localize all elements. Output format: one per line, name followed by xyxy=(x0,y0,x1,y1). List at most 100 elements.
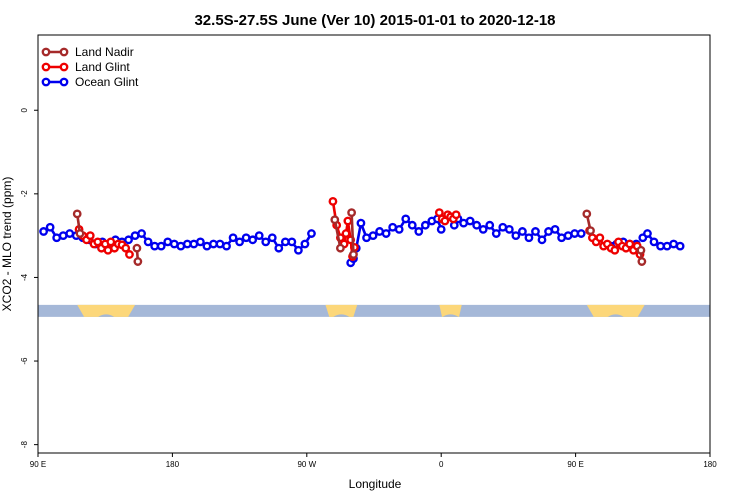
data-point xyxy=(414,227,424,236)
data-point xyxy=(328,196,338,206)
ocean-inlet xyxy=(333,314,350,317)
data-point xyxy=(625,239,635,249)
y-tick-label: -6 xyxy=(20,357,29,365)
data-point xyxy=(222,241,231,251)
x-tick-label: 90 E xyxy=(567,460,583,469)
legend-label: Land Nadir xyxy=(75,45,134,59)
data-point xyxy=(267,233,277,243)
y-tick-label: -2 xyxy=(20,190,29,198)
x-tick-label: 180 xyxy=(166,460,180,469)
data-point xyxy=(550,224,560,234)
ocean-inlet xyxy=(607,314,624,317)
x-tick-label: 0 xyxy=(439,460,444,469)
y-tick-label: -4 xyxy=(20,273,29,281)
data-point xyxy=(235,237,245,247)
data-point xyxy=(121,243,131,253)
data-point xyxy=(341,229,351,238)
x-axis: 90 E 180 90 W 0 90 E 180 xyxy=(30,453,717,469)
data-point xyxy=(93,237,103,247)
land-segment xyxy=(439,304,462,317)
data-point xyxy=(537,235,547,245)
data-point xyxy=(595,233,605,243)
data-point xyxy=(106,237,116,247)
data-point xyxy=(261,237,271,247)
data-point xyxy=(518,227,527,236)
data-point xyxy=(248,235,258,245)
land-segment xyxy=(586,304,645,317)
data-point xyxy=(436,224,446,234)
data-point xyxy=(300,239,310,249)
series-layer xyxy=(39,196,685,268)
data-point xyxy=(72,209,82,219)
land-segment xyxy=(77,304,136,317)
data-point xyxy=(39,227,48,236)
data-point xyxy=(85,231,95,241)
y-axis-label: XCO2 - MLO trend (ppm) xyxy=(0,177,14,312)
data-point xyxy=(401,214,411,224)
data-point xyxy=(582,209,592,219)
data-point xyxy=(45,222,55,232)
data-point xyxy=(636,245,646,255)
land-ocean-strip xyxy=(38,304,710,317)
data-point xyxy=(124,235,133,245)
data-point xyxy=(675,241,685,251)
data-point xyxy=(504,224,514,234)
data-point xyxy=(472,220,482,230)
data-point xyxy=(347,208,356,218)
data-point xyxy=(133,257,143,266)
legend-marker xyxy=(41,77,51,87)
data-point xyxy=(643,229,652,238)
data-point xyxy=(407,220,417,230)
y-tick-label: 0 xyxy=(20,107,29,112)
legend-marker xyxy=(59,62,69,72)
plot-area-frame xyxy=(37,34,711,454)
data-point xyxy=(132,243,142,253)
data-point xyxy=(75,229,85,238)
data-point xyxy=(511,231,521,241)
x-tick-label: 90 E xyxy=(30,460,46,469)
data-point xyxy=(156,241,166,251)
chart-title: 32.5S-27.5S June (Ver 10) 2015-01-01 to … xyxy=(194,12,555,29)
data-point xyxy=(274,243,284,253)
data-point xyxy=(586,226,595,236)
data-point xyxy=(524,233,534,243)
data-point xyxy=(254,231,264,241)
data-point xyxy=(293,245,303,255)
legend-marker xyxy=(59,77,69,87)
data-point xyxy=(137,229,147,238)
data-point xyxy=(649,237,659,247)
data-point xyxy=(610,245,620,255)
data-point xyxy=(478,224,488,234)
data-point xyxy=(465,216,475,226)
data-point xyxy=(576,229,586,238)
data-point xyxy=(228,233,238,243)
data-point xyxy=(381,229,391,238)
data-point xyxy=(485,220,495,230)
data-point xyxy=(335,243,345,253)
x-tick-label: 180 xyxy=(703,460,717,469)
data-point xyxy=(491,229,501,238)
data-point xyxy=(637,257,647,266)
y-tick-label: -8 xyxy=(20,441,29,449)
x-tick-label: 90 W xyxy=(297,460,316,469)
series-line xyxy=(350,212,355,255)
x-axis-label: Longitude xyxy=(349,477,402,491)
data-point xyxy=(330,215,340,225)
data-point xyxy=(125,250,134,259)
data-point xyxy=(307,229,316,238)
ocean-inlet xyxy=(98,314,115,317)
data-point xyxy=(368,231,378,241)
legend-label: Land Glint xyxy=(75,60,130,74)
legend-marker xyxy=(41,62,51,72)
legend-label: Ocean Glint xyxy=(75,75,139,89)
series-line xyxy=(333,219,342,249)
data-point xyxy=(451,210,461,220)
data-point xyxy=(394,224,404,234)
data-point xyxy=(343,216,353,226)
legend-marker xyxy=(59,47,69,57)
series-land-nadir xyxy=(72,208,647,266)
ocean-inlet xyxy=(442,314,459,317)
data-point xyxy=(143,237,153,247)
